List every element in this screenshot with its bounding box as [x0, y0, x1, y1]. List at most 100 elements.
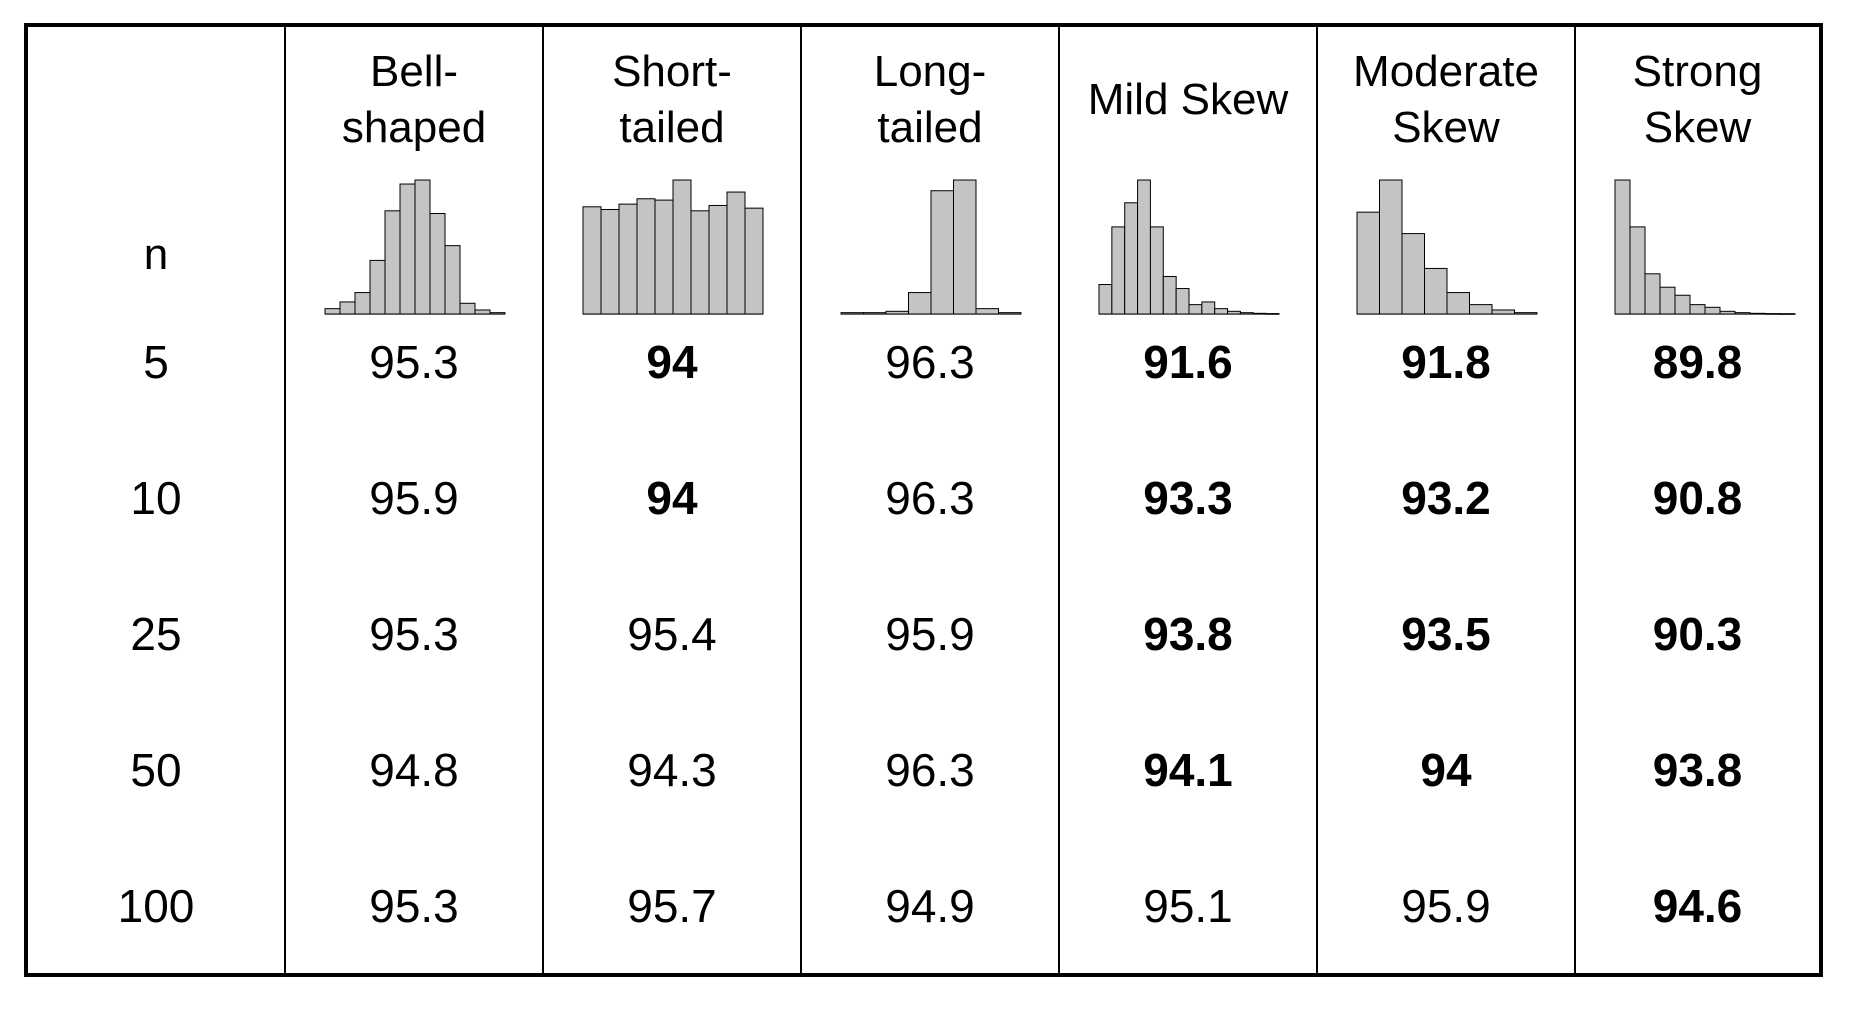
histogram-bar: [1719, 310, 1736, 315]
histogram-svg: [1098, 179, 1280, 315]
histogram-bar: [1659, 286, 1676, 315]
histogram-bar: [1214, 308, 1229, 315]
coverage-value: 90.3: [1652, 608, 1743, 660]
histogram-bar: [1629, 226, 1646, 315]
coverage-value: 94: [646, 336, 698, 388]
histogram-bar: [459, 302, 476, 315]
coverage-value: 95.9: [1401, 880, 1491, 932]
histogram-bar: [1201, 301, 1216, 315]
histogram-svg: [840, 179, 1022, 315]
n-value: 5: [143, 336, 169, 388]
histogram-bar: [840, 312, 864, 315]
histogram-bar: [1098, 284, 1113, 315]
distribution-column: Long- tailed 96.3 96.3 95.9 96.3 94.9: [802, 27, 1060, 973]
histogram-bar: [863, 312, 887, 315]
coverage-value: 93.3: [1143, 472, 1233, 524]
coverage-value: 91.6: [1143, 336, 1233, 388]
histogram-bar: [1614, 179, 1631, 315]
n-value: 50: [130, 744, 182, 796]
n-value: 25: [130, 608, 182, 660]
histogram-bar: [1149, 226, 1164, 315]
coverage-value: 93.5: [1401, 608, 1491, 660]
coverage-value: 94.6: [1652, 880, 1743, 932]
histogram-bar: [1124, 202, 1139, 315]
histogram-bar: [1162, 275, 1177, 315]
histogram-bar: [672, 179, 692, 315]
histogram-bar: [1239, 312, 1254, 315]
distribution-column: Short- tailed 94 94 95.4 94.3 95.7: [544, 27, 802, 973]
histogram: [544, 177, 800, 317]
distribution-column: Bell- shaped 95.3 95.9 95.3 94.8 95.3: [286, 27, 544, 973]
coverage-value: 94.1: [1143, 744, 1233, 796]
column-header: Short- tailed: [612, 47, 732, 152]
histogram-bar: [369, 259, 386, 315]
histogram-svg: [324, 179, 506, 315]
histogram-bar: [1469, 304, 1493, 315]
coverage-value: 94.8: [369, 744, 459, 796]
histogram-bar: [953, 179, 977, 315]
histogram-bar: [354, 292, 371, 315]
coverage-value: 95.4: [627, 608, 717, 660]
coverage-value: 96.3: [885, 744, 975, 796]
coverage-value: 95.9: [885, 608, 975, 660]
histogram-bar: [690, 210, 710, 315]
column-header: Mild Skew: [1087, 75, 1289, 124]
coverage-value: 95.3: [369, 608, 459, 660]
n-value: 10: [130, 472, 182, 524]
coverage-value: 96.3: [885, 336, 975, 388]
histogram-bar: [708, 204, 728, 315]
n-value: 100: [117, 880, 195, 932]
histogram-bar: [1356, 211, 1380, 315]
coverage-value: 94: [1420, 744, 1472, 796]
column-header: Strong Skew: [1632, 47, 1763, 152]
coverage-value: 95.1: [1143, 880, 1233, 932]
histogram: [1318, 177, 1574, 317]
histogram-bar: [384, 210, 401, 315]
histogram-bar: [885, 310, 909, 315]
histogram-bar: [1379, 179, 1403, 315]
histogram-bar: [600, 208, 620, 315]
histogram-bar: [975, 308, 999, 315]
histogram-bar: [444, 245, 461, 315]
coverage-value: 90.8: [1652, 472, 1743, 524]
histogram-bar: [1175, 288, 1190, 315]
histogram-svg: [582, 179, 764, 315]
histogram-bar: [339, 301, 356, 315]
histogram-bar: [726, 191, 746, 315]
histogram-bar: [1764, 313, 1781, 315]
histogram: [1060, 177, 1316, 317]
histogram-bar: [1137, 179, 1151, 315]
histogram-bar: [636, 198, 656, 315]
histogram-svg: [1614, 179, 1796, 315]
histogram-svg: [1356, 179, 1538, 315]
histogram-bar: [1424, 267, 1448, 315]
distribution-column: Mild Skew 91.6 93.3 93.8 94.1 95.1: [1060, 27, 1318, 973]
histogram: [286, 177, 542, 317]
row-header-column: n 5 10 25 50 100: [28, 27, 286, 973]
histogram-bar: [930, 190, 954, 315]
histogram-bar: [1401, 233, 1425, 315]
coverage-value: 93.2: [1401, 472, 1491, 524]
histogram-bar: [414, 179, 431, 315]
histogram-bar: [908, 292, 932, 315]
histogram-bar: [1514, 312, 1538, 315]
histogram-bar: [1188, 304, 1203, 315]
histogram-bar: [1644, 273, 1661, 315]
histogram-bar: [324, 308, 341, 315]
histogram-bar: [1491, 309, 1515, 315]
coverage-value: 95.3: [369, 336, 459, 388]
coverage-value: 94.9: [885, 880, 975, 932]
coverage-value: 89.8: [1652, 336, 1743, 388]
histogram-bar: [429, 213, 446, 315]
histogram-bar: [654, 199, 674, 315]
histogram-bar: [474, 309, 491, 315]
histogram-bar: [582, 206, 602, 315]
coverage-value: 93.8: [1652, 744, 1743, 796]
histogram-bar: [399, 183, 416, 315]
coverage-value: 95.9: [369, 472, 459, 524]
distribution-column: Moderate Skew 91.8 93.2 93.5 94 95.9: [1318, 27, 1576, 973]
histogram-bar: [1446, 292, 1470, 315]
coverage-value: 95.7: [627, 880, 717, 932]
histogram: [1576, 177, 1819, 317]
histogram-bar: [1674, 294, 1691, 315]
